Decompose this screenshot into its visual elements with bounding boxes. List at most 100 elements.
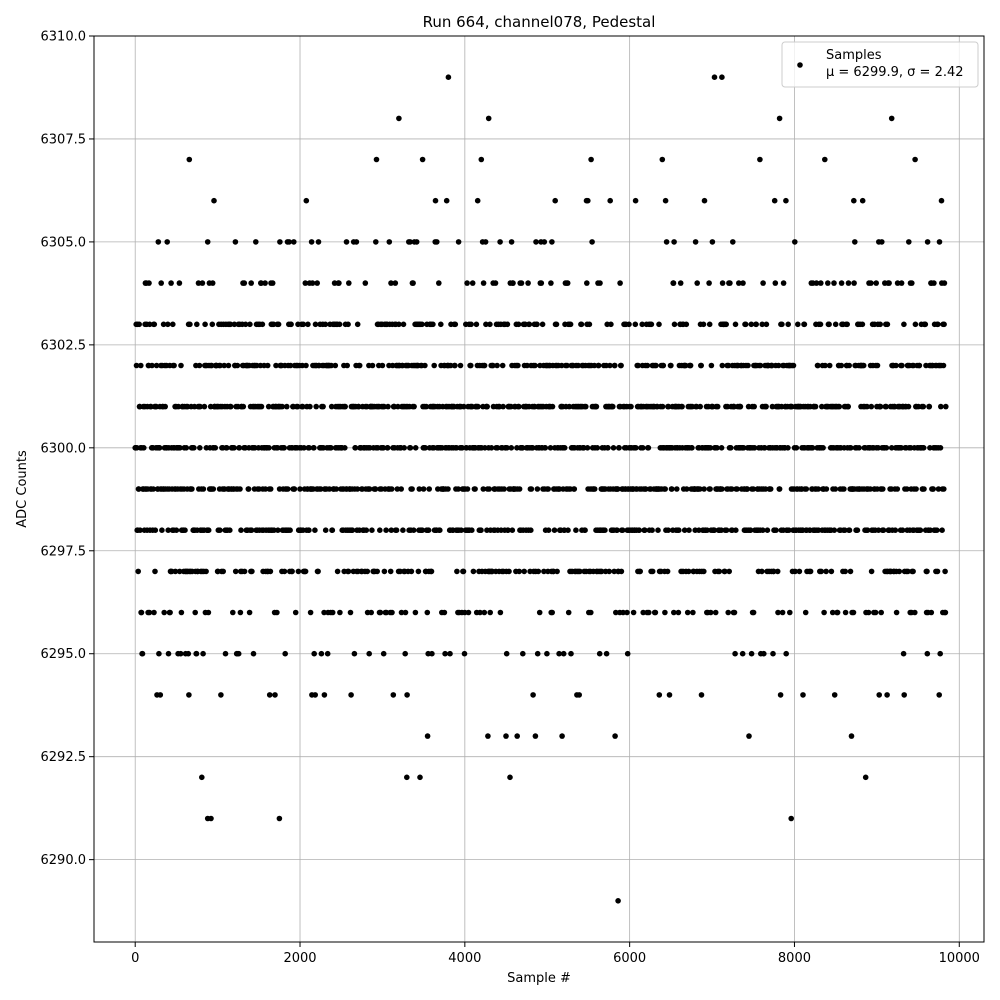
data-point: [275, 527, 281, 533]
data-point: [374, 568, 381, 575]
data-point: [487, 609, 494, 616]
data-point: [455, 486, 462, 492]
data-point: [588, 609, 594, 616]
data-point: [532, 362, 538, 369]
data-point: [235, 650, 242, 657]
data-point: [521, 568, 527, 575]
data-point: [893, 362, 899, 369]
data-point: [826, 362, 833, 369]
data-point: [291, 486, 298, 492]
data-point: [899, 527, 906, 533]
data-point: [708, 362, 715, 369]
data-point: [307, 403, 313, 410]
legend-box: [781, 41, 979, 88]
data-point: [880, 486, 886, 492]
data-point: [477, 609, 483, 616]
data-point: [565, 609, 572, 616]
data-point: [205, 609, 212, 616]
data-point: [383, 609, 390, 616]
data-point: [203, 568, 209, 575]
data-point: [785, 321, 791, 328]
data-point: [238, 527, 244, 533]
data-point: [618, 568, 625, 575]
data-point: [582, 527, 588, 533]
data-point: [584, 445, 591, 451]
data-point: [682, 362, 689, 369]
data-point: [281, 445, 288, 451]
data-point: [482, 239, 489, 245]
data-point: [589, 239, 595, 245]
data-point: [321, 609, 327, 616]
data-point: [394, 486, 401, 492]
data-point: [312, 527, 318, 533]
data-point: [303, 362, 309, 369]
data-point: [420, 486, 427, 492]
data-point: [173, 527, 180, 533]
data-point: [389, 609, 395, 616]
data-point: [499, 362, 506, 369]
data-point: [266, 445, 272, 451]
data-point: [322, 321, 329, 328]
data-point: [639, 321, 645, 328]
data-point: [737, 403, 744, 410]
data-point: [726, 568, 732, 575]
data-point: [299, 403, 306, 410]
data-point: [900, 650, 907, 657]
data-point: [649, 568, 656, 575]
data-point: [883, 403, 889, 410]
data-point: [576, 692, 582, 698]
data-point: [524, 362, 530, 369]
data-point: [503, 733, 509, 739]
data-point: [868, 403, 875, 410]
data-point: [201, 403, 208, 410]
data-point: [935, 321, 941, 328]
data-point: [146, 609, 153, 616]
data-point: [373, 156, 380, 163]
data-point: [294, 403, 301, 410]
data-point: [920, 445, 927, 451]
data-point: [380, 445, 387, 451]
data-point: [640, 609, 646, 616]
data-point: [460, 568, 467, 575]
data-point: [156, 650, 162, 657]
x-tick-label: 2000: [283, 951, 316, 966]
data-point: [281, 568, 288, 575]
data-point: [515, 321, 522, 328]
data-point: [178, 609, 185, 616]
data-point: [401, 445, 408, 451]
data-point: [386, 239, 393, 245]
data-point: [656, 692, 663, 698]
data-point: [305, 321, 311, 328]
data-point: [347, 609, 354, 616]
data-point: [354, 486, 361, 492]
data-point: [893, 609, 900, 616]
data-point: [905, 568, 911, 575]
data-point: [318, 650, 325, 657]
data-point: [655, 527, 661, 533]
data-point: [938, 403, 944, 410]
data-point: [536, 609, 543, 616]
data-point: [942, 568, 948, 575]
data-point: [731, 609, 738, 616]
data-point: [356, 362, 363, 369]
data-point: [905, 403, 912, 410]
data-point: [602, 527, 608, 533]
data-point: [723, 321, 729, 328]
data-point: [171, 362, 177, 369]
data-point: [428, 568, 435, 575]
data-point: [368, 609, 375, 616]
data-point: [611, 568, 617, 575]
data-point: [906, 239, 912, 245]
data-point: [510, 280, 516, 286]
data-point: [186, 156, 193, 163]
data-point: [175, 403, 182, 410]
data-point: [497, 609, 504, 616]
data-point: [613, 609, 619, 616]
data-point: [868, 568, 875, 575]
data-point: [687, 362, 694, 369]
data-point: [564, 362, 570, 369]
data-point: [224, 445, 230, 451]
data-point: [556, 650, 562, 657]
data-point: [266, 692, 273, 698]
data-point: [530, 692, 536, 698]
